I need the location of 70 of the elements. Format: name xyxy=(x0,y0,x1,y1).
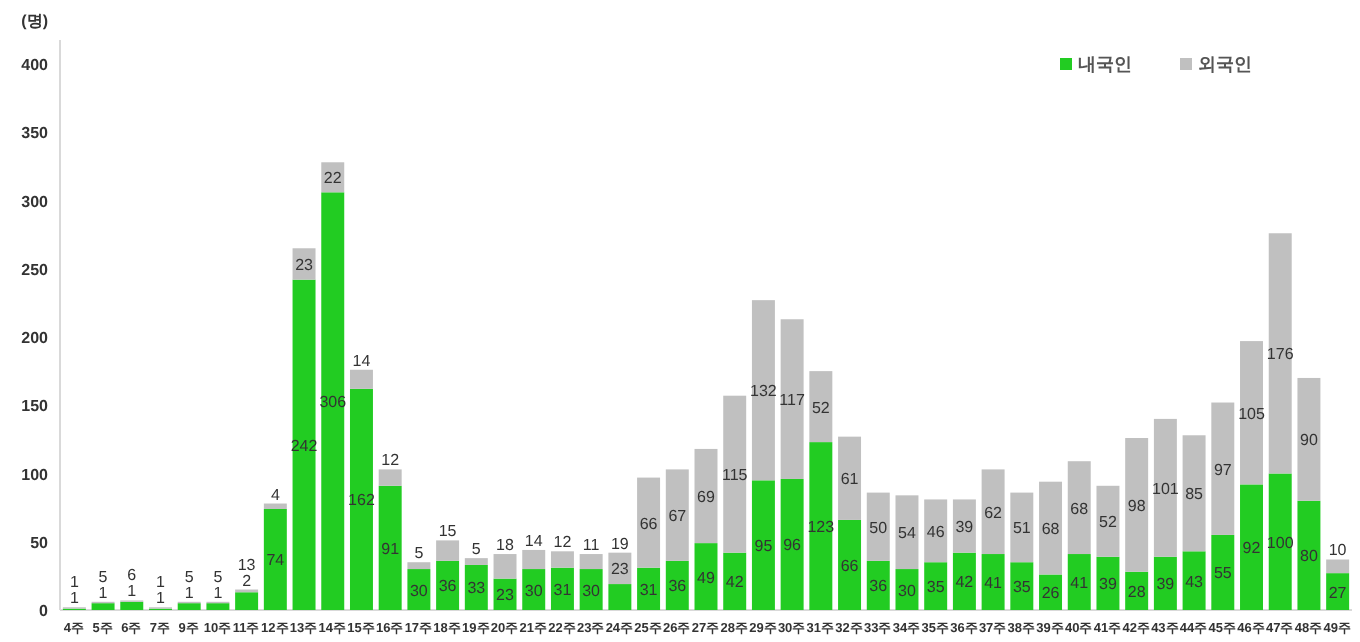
bar xyxy=(1010,492,1034,563)
bar xyxy=(493,554,517,579)
y-tick-label: 150 xyxy=(21,397,50,416)
bar xyxy=(952,499,976,553)
bar xyxy=(1125,438,1149,572)
bar xyxy=(522,549,546,570)
bar xyxy=(550,551,574,568)
bar xyxy=(981,554,1005,610)
y-tick-label: 50 xyxy=(30,533,50,552)
bar xyxy=(1153,418,1177,557)
y-tick-label: 250 xyxy=(21,260,50,279)
y-axis-title: (명) xyxy=(21,12,49,30)
bar xyxy=(177,603,201,610)
bar xyxy=(1326,559,1350,574)
bar xyxy=(1268,473,1292,610)
bar xyxy=(91,603,115,610)
bar xyxy=(349,369,373,389)
bar xyxy=(608,584,632,610)
bar xyxy=(952,552,976,610)
bar xyxy=(292,279,316,610)
bar xyxy=(1268,233,1292,474)
bar xyxy=(1067,554,1091,610)
bar xyxy=(263,503,287,509)
bar xyxy=(349,388,373,610)
bar xyxy=(1039,481,1063,575)
bar xyxy=(895,495,919,570)
bar xyxy=(723,395,747,553)
bar xyxy=(263,508,287,610)
bar xyxy=(809,442,833,610)
bar xyxy=(637,477,661,568)
bar xyxy=(809,371,833,443)
bar xyxy=(723,552,747,610)
y-tick-label: 200 xyxy=(21,329,50,347)
bar xyxy=(321,192,345,610)
y-tick-label: 0 xyxy=(39,602,50,620)
bar xyxy=(1067,461,1091,555)
bar xyxy=(1211,402,1235,535)
bar xyxy=(866,492,890,561)
bar xyxy=(838,436,862,520)
bar xyxy=(1240,484,1263,610)
bar xyxy=(1211,534,1235,610)
y-tick-label: 300 xyxy=(21,192,50,211)
y-tick-label: 100 xyxy=(21,465,50,484)
bar xyxy=(206,603,230,610)
bar xyxy=(235,592,259,610)
bar xyxy=(120,601,144,610)
bar xyxy=(407,562,431,570)
bar xyxy=(751,480,775,610)
bar xyxy=(579,554,603,570)
bar xyxy=(665,469,689,561)
y-tick-label: 350 xyxy=(21,124,50,143)
bar xyxy=(780,319,804,479)
bar xyxy=(1297,377,1321,501)
legend-label: 내국인 xyxy=(1078,54,1132,74)
bar xyxy=(1240,341,1263,485)
bar xyxy=(924,499,948,563)
bar xyxy=(1182,435,1206,552)
bar xyxy=(464,558,488,565)
bar xyxy=(751,300,775,481)
bar xyxy=(436,540,460,561)
bar xyxy=(838,519,862,610)
bar xyxy=(1182,551,1206,610)
bar xyxy=(378,469,402,486)
bar xyxy=(981,469,1005,555)
bar xyxy=(1297,500,1321,610)
bar xyxy=(378,485,402,610)
bar xyxy=(1096,485,1120,557)
legend-label: 외국인 xyxy=(1198,54,1252,74)
bar xyxy=(780,478,804,610)
y-tick-label: 400 xyxy=(21,56,50,74)
